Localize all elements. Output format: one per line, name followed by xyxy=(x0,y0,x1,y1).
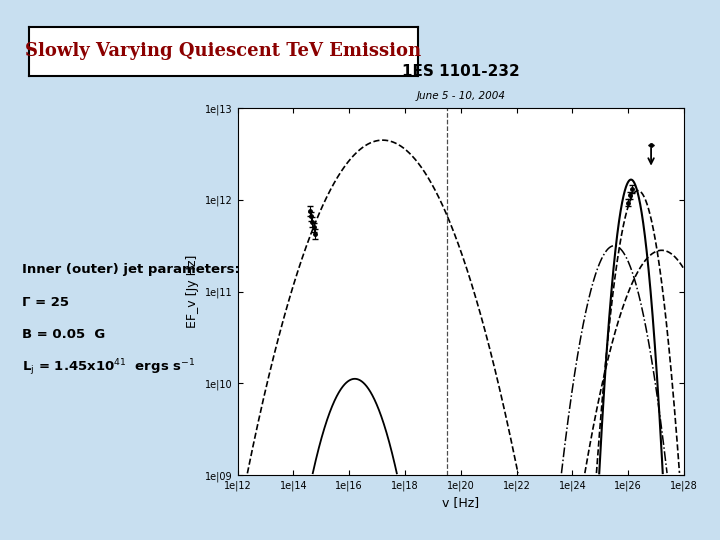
Text: Slowly Varying Quiescent TeV Emission: Slowly Varying Quiescent TeV Emission xyxy=(25,42,421,60)
Y-axis label: EF_v [Jy Hz]: EF_v [Jy Hz] xyxy=(186,255,199,328)
X-axis label: v [Hz]: v [Hz] xyxy=(442,496,480,509)
Text: L$_{\rm j}$ = 1.45x10$^{41}$  ergs s$^{-1}$: L$_{\rm j}$ = 1.45x10$^{41}$ ergs s$^{-1… xyxy=(22,357,195,377)
Text: Γ = 25: Γ = 25 xyxy=(22,296,68,309)
Text: B = 0.05  G: B = 0.05 G xyxy=(22,328,105,341)
Text: June 5 - 10, 2004: June 5 - 10, 2004 xyxy=(416,91,505,100)
Text: 1ES 1101-232: 1ES 1101-232 xyxy=(402,64,520,79)
Text: Inner (outer) jet parameters:: Inner (outer) jet parameters: xyxy=(22,264,240,276)
